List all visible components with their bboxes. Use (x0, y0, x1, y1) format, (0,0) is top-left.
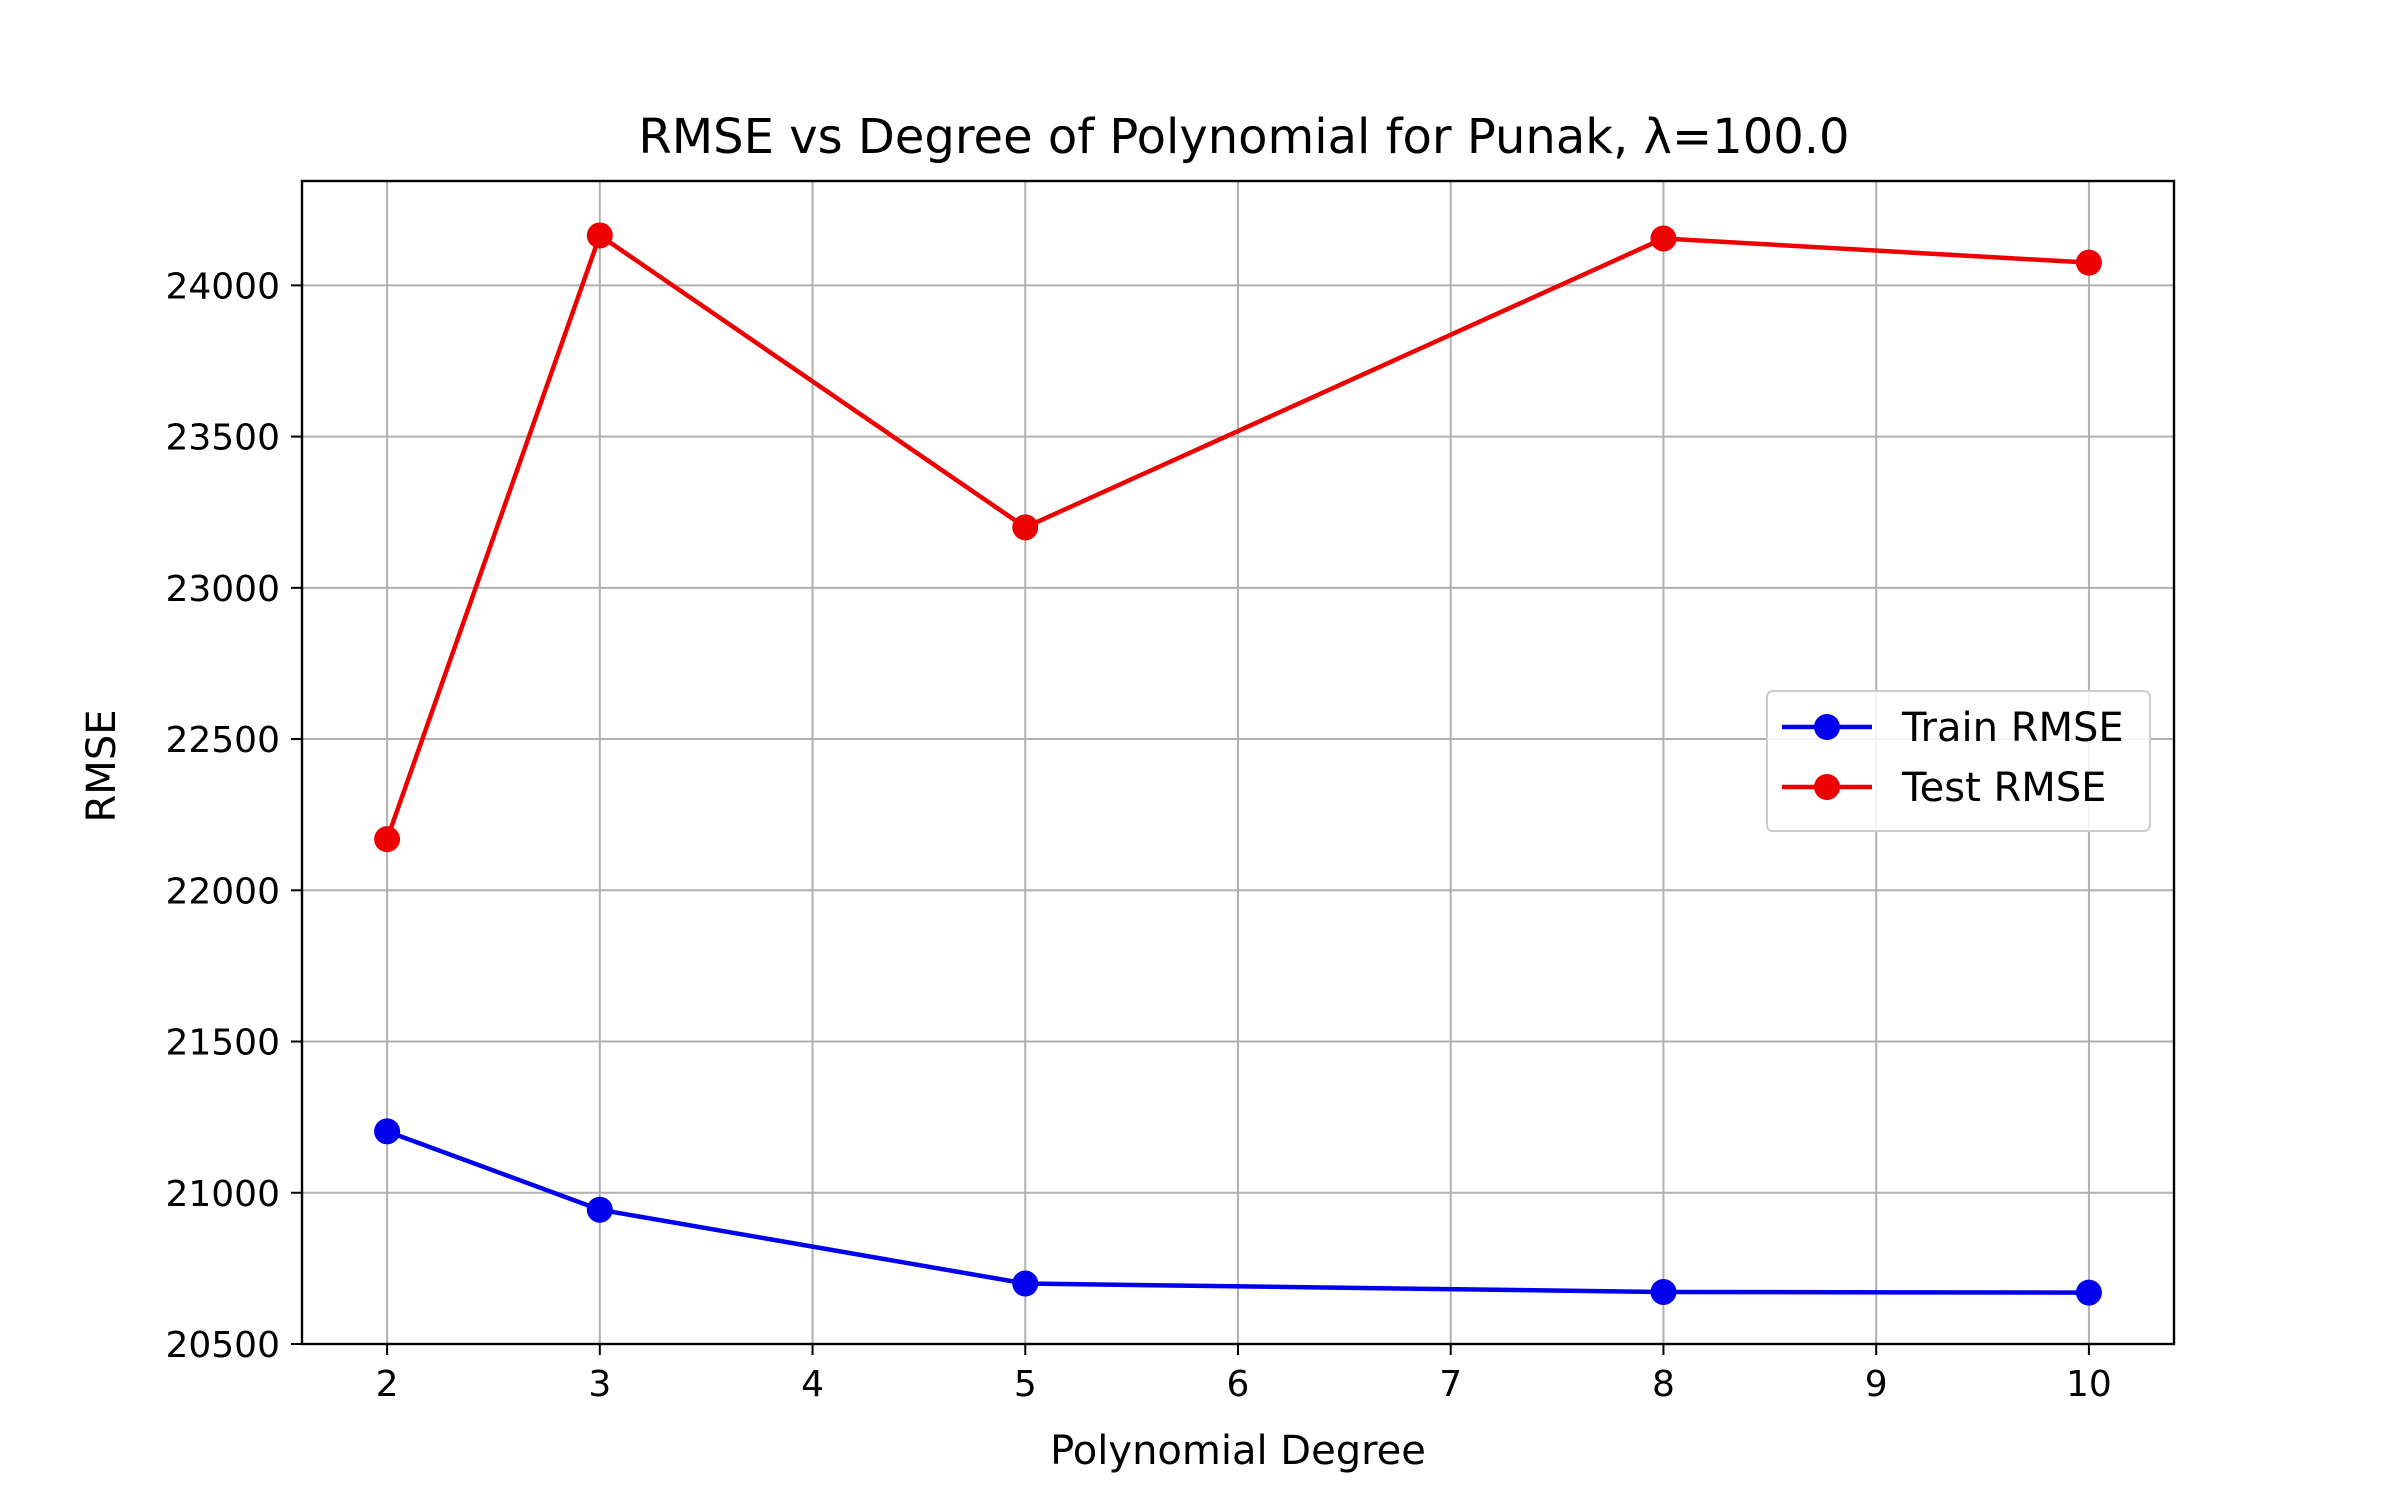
data-point (374, 1118, 401, 1145)
y-tick-label: 24000 (165, 266, 280, 307)
x-axis-label: Polynomial Degree (1050, 1428, 1426, 1474)
data-point (374, 826, 401, 853)
data-point (2075, 1279, 2102, 1306)
x-tick-label: 8 (1652, 1364, 1675, 1405)
legend: Train RMSE Test RMSE (1766, 690, 2151, 832)
y-tick-label: 22000 (165, 871, 280, 912)
data-series (374, 222, 2102, 1306)
y-tick-label: 23500 (165, 418, 280, 459)
legend-label: Train RMSE (1901, 705, 2124, 751)
x-tick-label: 4 (801, 1364, 824, 1405)
data-point (2075, 249, 2102, 276)
x-tick-label: 9 (1865, 1364, 1888, 1405)
data-point (586, 222, 613, 249)
data-point (1012, 1270, 1039, 1297)
data-point (1012, 514, 1039, 541)
x-axis-ticks: 2 3 4 5 6 7 8 9 10 (376, 1344, 2112, 1405)
x-tick-label: 7 (1439, 1364, 1462, 1405)
legend-label: Test RMSE (1901, 765, 2106, 811)
x-tick-label: 6 (1227, 1364, 1250, 1405)
x-tick-label: 2 (376, 1364, 399, 1405)
x-tick-label: 10 (2066, 1364, 2112, 1405)
legend-swatch-marker (1814, 774, 1840, 800)
y-tick-label: 22500 (165, 720, 280, 761)
legend-swatch-marker (1814, 714, 1840, 740)
x-tick-label: 3 (588, 1364, 611, 1405)
chart-title: RMSE vs Degree of Polynomial for Punak, … (638, 109, 1849, 165)
y-tick-label: 23000 (165, 569, 280, 610)
data-point (1650, 1278, 1677, 1305)
y-tick-label: 21500 (165, 1023, 280, 1064)
y-tick-label: 21000 (165, 1174, 280, 1215)
y-axis-label: RMSE (79, 710, 125, 823)
data-point (586, 1196, 613, 1223)
x-tick-label: 5 (1014, 1364, 1037, 1405)
y-tick-label: 20500 (165, 1325, 280, 1366)
y-axis-ticks: 20500 21000 21500 22000 22500 23000 23500 24000 (165, 266, 302, 1366)
data-point (1650, 225, 1677, 252)
